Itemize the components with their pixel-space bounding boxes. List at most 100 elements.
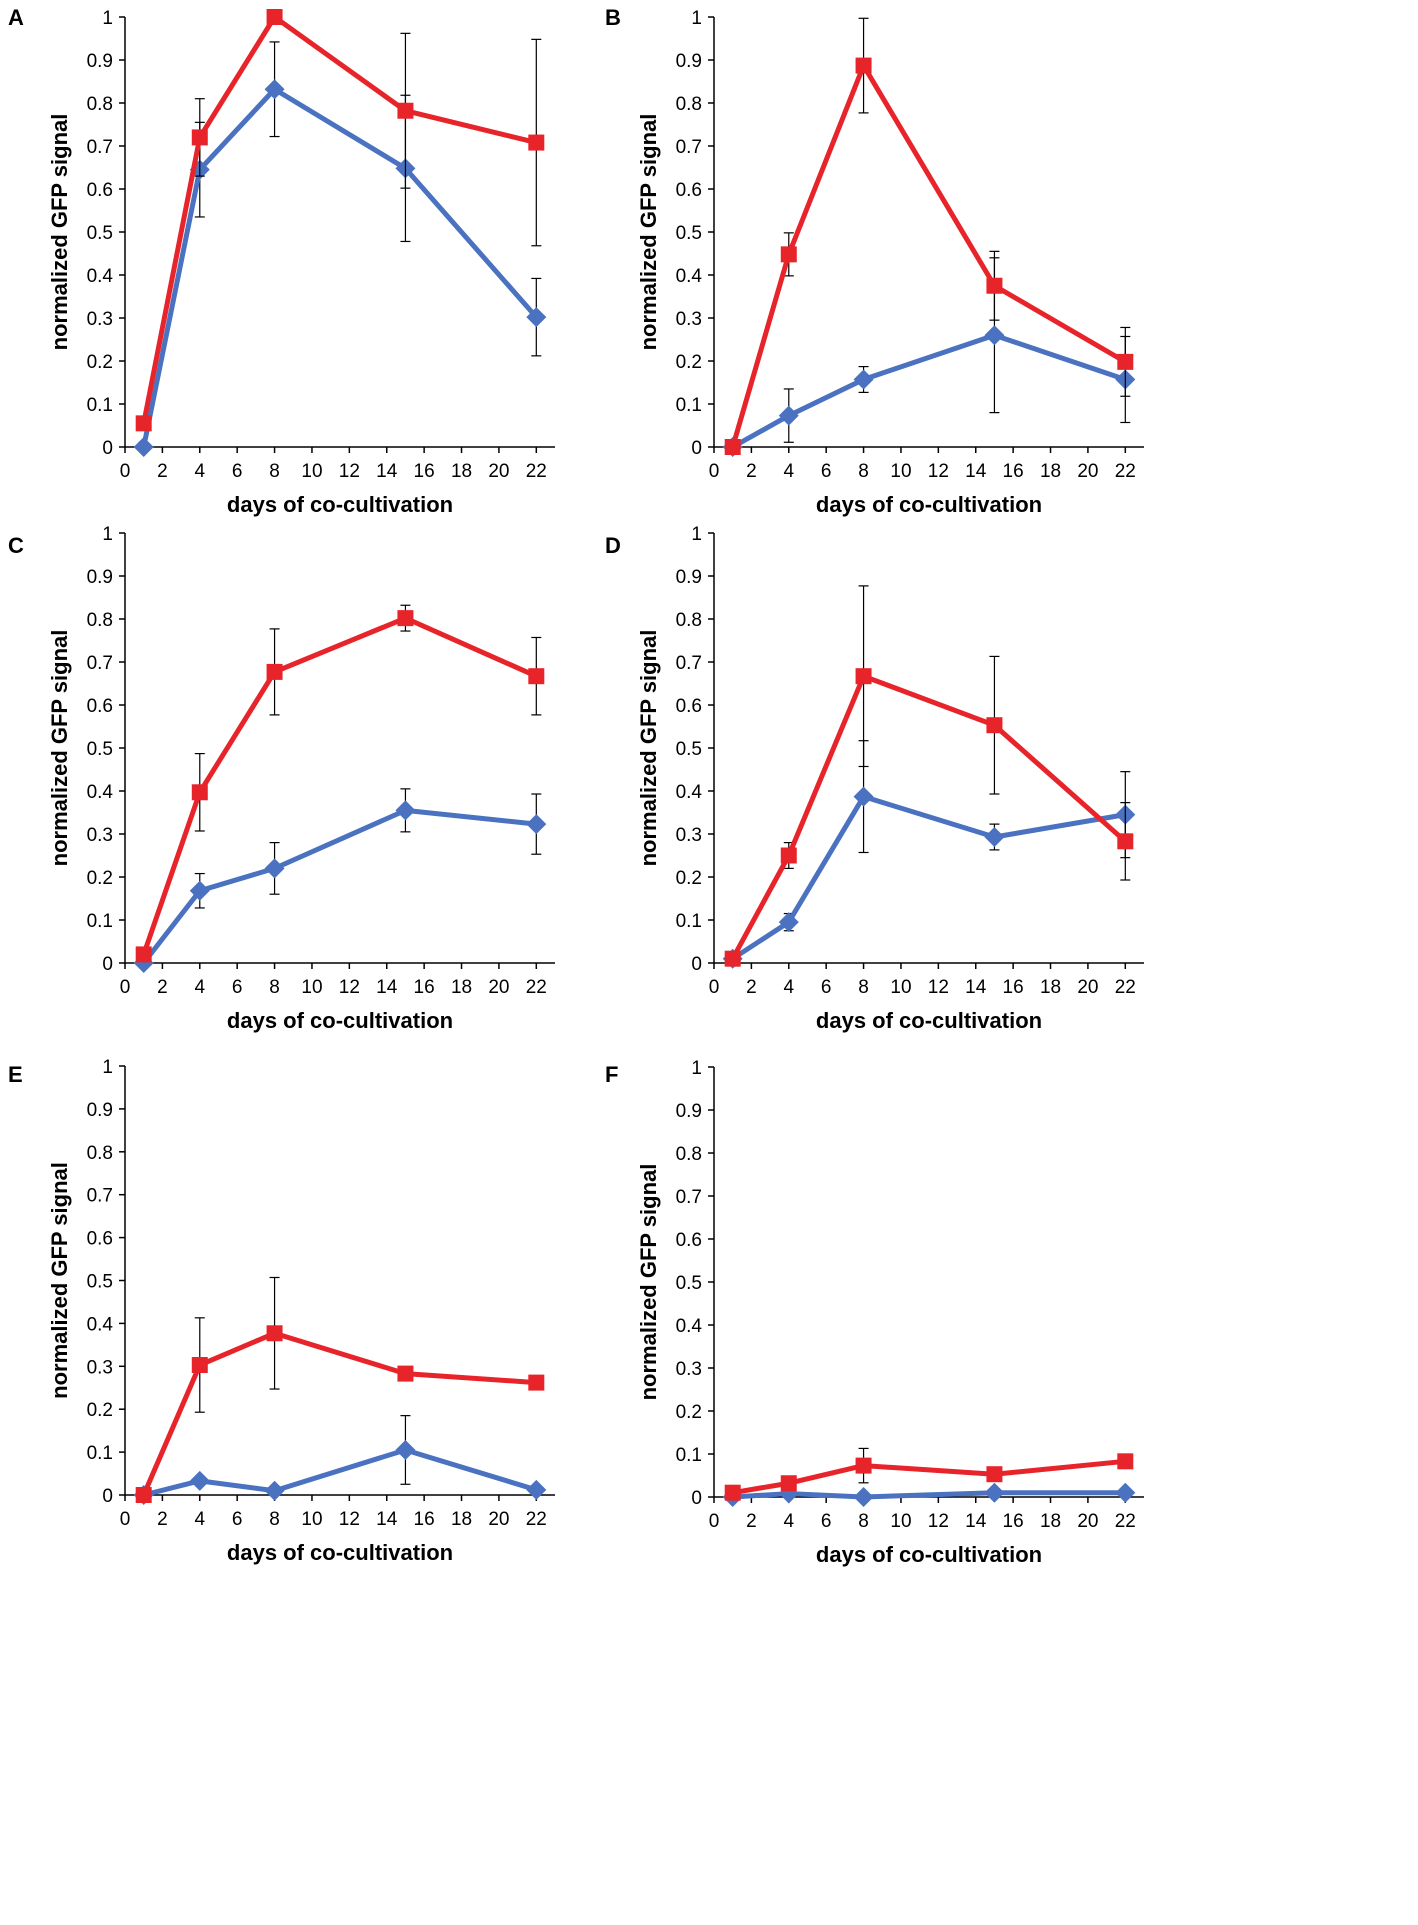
y-tick-label: 0.5 [87, 739, 113, 760]
x-tick-label: 6 [232, 977, 243, 998]
y-tick-label: 0.3 [676, 309, 702, 330]
data-point-red [397, 1365, 414, 1382]
y-tick-label: 1 [102, 1057, 113, 1078]
y-tick-label: 0.9 [87, 51, 113, 72]
x-tick-label: 2 [746, 977, 757, 998]
x-tick-label: 12 [928, 977, 949, 998]
data-point-red [986, 717, 1003, 734]
y-tick-label: 0.9 [87, 567, 113, 588]
data-point-blue [395, 800, 416, 821]
y-tick-label: 1 [691, 1058, 702, 1079]
y-tick-label: 0.4 [676, 782, 703, 803]
data-point-blue [853, 786, 874, 807]
data-point-blue [984, 827, 1005, 848]
y-axis-title: normalized GFP signal [47, 630, 72, 867]
y-tick-label: 0.8 [87, 94, 113, 115]
data-point-red [855, 668, 872, 685]
data-point-red [135, 1487, 152, 1503]
panel-letter: D [605, 533, 621, 558]
y-tick-label: 0.2 [87, 1400, 113, 1421]
x-tick-label: 0 [709, 1511, 720, 1532]
y-tick-label: 0.1 [676, 395, 702, 416]
y-tick-label: 0 [691, 954, 702, 975]
data-point-red [528, 1374, 545, 1391]
data-point-red [191, 129, 208, 146]
data-point-blue [133, 437, 154, 457]
data-point-red [135, 415, 152, 432]
x-tick-label: 2 [157, 461, 168, 482]
x-tick-label: 22 [526, 461, 547, 482]
x-tick-label: 6 [232, 1509, 243, 1530]
x-tick-label: 4 [194, 1509, 205, 1530]
x-tick-label: 14 [376, 461, 398, 482]
x-tick-label: 22 [1115, 977, 1136, 998]
data-point-red [397, 102, 414, 119]
y-tick-label: 0.3 [676, 825, 702, 846]
y-tick-label: 0.6 [87, 180, 113, 201]
panel-letter: A [8, 5, 24, 30]
x-axis-title: days of co-cultivation [227, 1008, 453, 1033]
y-tick-label: 1 [691, 524, 702, 545]
x-tick-label: 18 [1040, 461, 1061, 482]
y-tick-label: 0.1 [87, 911, 113, 932]
x-tick-label: 20 [488, 461, 509, 482]
x-tick-label: 18 [1040, 1511, 1061, 1532]
x-tick-label: 6 [232, 461, 243, 482]
data-point-blue [526, 814, 547, 835]
x-tick-label: 8 [858, 461, 869, 482]
panel-letter: E [8, 1062, 23, 1087]
x-tick-label: 14 [965, 461, 987, 482]
data-point-blue [264, 79, 285, 100]
x-axis-title: days of co-cultivation [816, 492, 1042, 517]
data-point-red [855, 1457, 872, 1474]
y-tick-label: 1 [102, 524, 113, 545]
x-tick-label: 12 [928, 461, 949, 482]
y-tick-label: 0.1 [87, 1443, 113, 1464]
chart-panel-e: E00.10.20.30.40.50.60.70.80.910 2 4 6 8 10 12 1… [8, 1057, 555, 1565]
y-tick-label: 0.9 [87, 1100, 113, 1121]
x-axis-title: days of co-cultivation [816, 1008, 1042, 1033]
x-tick-label: 4 [783, 977, 794, 998]
y-tick-label: 0 [102, 438, 113, 459]
x-tick-label: 20 [1077, 1511, 1098, 1532]
y-tick-label: 0.2 [676, 868, 702, 889]
data-point-blue [526, 307, 547, 328]
data-point-red [855, 57, 872, 74]
x-tick-label: 20 [1077, 461, 1098, 482]
panel-letter: C [8, 533, 24, 558]
x-tick-label: 8 [269, 977, 280, 998]
data-point-red [986, 277, 1003, 294]
data-point-red [266, 9, 283, 25]
data-point-red [266, 663, 283, 680]
x-tick-label: 4 [194, 461, 205, 482]
data-point-blue [778, 912, 799, 933]
data-point-blue [1115, 1482, 1136, 1503]
y-tick-label: 0.7 [676, 653, 702, 674]
data-point-blue [264, 858, 285, 879]
data-point-blue [984, 1482, 1005, 1503]
y-tick-label: 0.8 [87, 1143, 113, 1164]
x-tick-label: 22 [526, 1509, 547, 1530]
y-tick-label: 0.5 [87, 1272, 113, 1293]
y-tick-label: 0.6 [676, 696, 702, 717]
x-axis-title: days of co-cultivation [227, 1540, 453, 1565]
y-axis-title: normalized GFP signal [636, 630, 661, 867]
y-tick-label: 0.3 [87, 825, 113, 846]
data-point-red [780, 1475, 797, 1492]
x-tick-label: 18 [451, 977, 472, 998]
y-tick-label: 0.9 [676, 1101, 702, 1122]
y-tick-label: 0.6 [87, 1229, 113, 1250]
y-tick-label: 0.1 [87, 395, 113, 416]
y-tick-label: 0.6 [676, 1230, 702, 1251]
x-tick-label: 22 [1115, 1511, 1136, 1532]
x-tick-label: 8 [269, 1509, 280, 1530]
y-tick-label: 0.4 [87, 266, 114, 287]
data-point-blue [526, 1479, 547, 1500]
data-point-red [724, 950, 741, 967]
series-line-blue [143, 1447, 538, 1498]
y-tick-label: 0.1 [676, 1445, 702, 1466]
x-tick-label: 20 [488, 977, 509, 998]
y-tick-label: 0.2 [87, 868, 113, 889]
x-tick-label: 12 [339, 1509, 360, 1530]
